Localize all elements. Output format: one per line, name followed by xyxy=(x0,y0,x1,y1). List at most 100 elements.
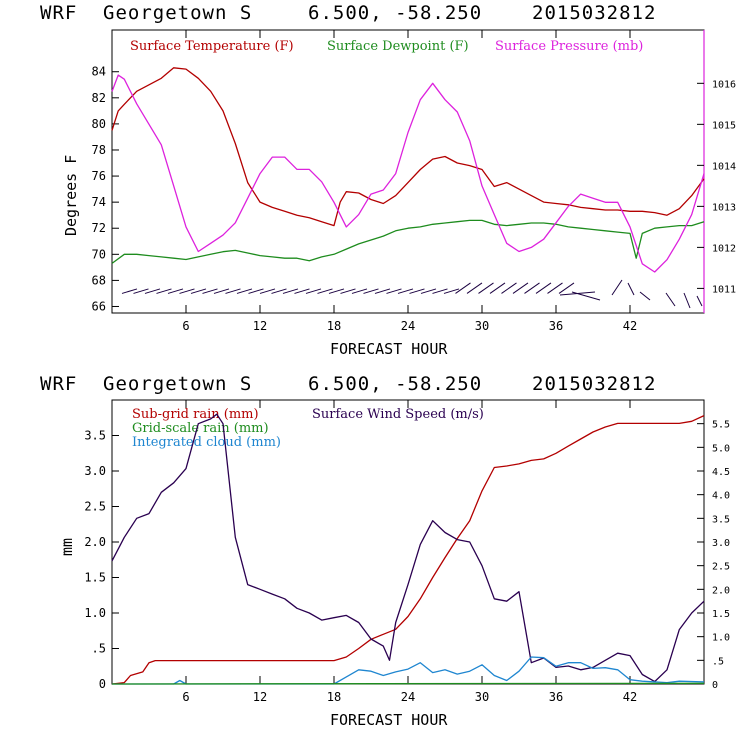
top-y2-tick-label-1011: 1011 xyxy=(712,284,736,295)
legend-surface-wind-speed: Surface Wind Speed (m/s) xyxy=(312,407,484,422)
bottom-y-tick-label-3.0: 3.0 xyxy=(84,464,106,478)
bottom-x-tick-label-30: 30 xyxy=(475,690,489,704)
legend-gridscale-rain: Grid-scale rain (mm) xyxy=(132,421,269,436)
bottom-header-station: Georgetown S xyxy=(103,373,252,395)
wind-barb xyxy=(639,291,651,301)
wind-barb xyxy=(466,282,483,294)
top-y-tick-label-78: 78 xyxy=(92,143,106,157)
top-y-tick-label-72: 72 xyxy=(92,221,106,235)
wind-barb xyxy=(489,282,506,294)
bottom-x-tick-label-42: 42 xyxy=(623,690,637,704)
legend-surface-dewpoint: Surface Dewpoint (F) xyxy=(327,39,469,54)
wind-barb xyxy=(179,288,195,294)
bottom-y2-tick-label-1.0: 1.0 xyxy=(712,633,730,644)
top-y-tick-label-66: 66 xyxy=(92,299,106,313)
top-y2-tick-label-1014: 1014 xyxy=(712,161,736,172)
wind-barb xyxy=(305,288,322,294)
bottom-x-tick-label-36: 36 xyxy=(549,690,563,704)
bottom-x-tick-label-12: 12 xyxy=(253,690,267,704)
wind-barb xyxy=(420,288,437,294)
wind-barb xyxy=(501,282,517,294)
wind-barb xyxy=(665,292,676,307)
wind-barb xyxy=(225,288,241,294)
wind-barb xyxy=(363,288,379,294)
wind-barb xyxy=(547,282,563,294)
wind-barb xyxy=(558,282,575,294)
bottom-series-grid-scale-rain-mm xyxy=(111,682,705,685)
top-y-tick-label-76: 76 xyxy=(92,169,106,183)
top-y2-tick-label-1013: 1013 xyxy=(712,202,736,213)
bottom-series-lines xyxy=(111,413,705,685)
bottom-y2-tick-label-3.0: 3.0 xyxy=(712,538,730,549)
top-series-surface-temperature-f xyxy=(111,67,705,227)
bottom-y2-tick-label-.5: .5 xyxy=(712,656,724,667)
wind-barb xyxy=(409,288,425,294)
top-y-tick-label-82: 82 xyxy=(92,91,106,105)
wind-barb xyxy=(259,288,276,294)
bottom-series-integrated-cloud-mm xyxy=(112,656,705,685)
wind-barb xyxy=(271,288,287,294)
legend-subgrid-rain: Sub-grid rain (mm) xyxy=(132,407,259,422)
wind-barb xyxy=(524,282,540,294)
top-y-tick-label-74: 74 xyxy=(92,195,106,209)
bottom-y-tick-label-3.5: 3.5 xyxy=(84,429,106,443)
legend-integrated-cloud: Integrated cloud (mm) xyxy=(132,435,281,450)
top-series-lines xyxy=(111,67,705,273)
legend-surface-temperature: Surface Temperature (F) xyxy=(130,39,294,54)
wind-barb xyxy=(386,288,402,294)
bottom-series-sub-grid-rain-mm xyxy=(111,415,705,685)
top-panel: WRF Georgetown S 6.500, -58.250 20150328… xyxy=(40,2,736,358)
top-x-axis-label: FORECAST HOUR xyxy=(330,340,448,358)
top-series-surface-dewpoint-f xyxy=(111,219,705,264)
top-header-coords: 6.500, -58.250 xyxy=(308,2,482,24)
top-header-station: Georgetown S xyxy=(103,2,252,24)
wind-barb xyxy=(282,288,299,294)
wind-barb xyxy=(455,282,471,294)
top-y-axis-label: Degrees F xyxy=(62,155,80,236)
wind-barb xyxy=(478,282,494,294)
wind-barb xyxy=(535,282,552,294)
bottom-series-surface-wind-speed-m-s xyxy=(111,413,705,683)
bottom-y2-tick-label-2.0: 2.0 xyxy=(712,585,730,596)
wind-barb xyxy=(294,288,310,294)
bottom-y2-tick-label-0: 0 xyxy=(712,680,718,691)
top-x-tick-label-24: 24 xyxy=(401,319,415,333)
wind-barb xyxy=(351,288,368,294)
legend-surface-pressure: Surface Pressure (mb) xyxy=(495,39,643,54)
bottom-y2-tick-label-1.5: 1.5 xyxy=(712,609,730,620)
top-y-tick-label-84: 84 xyxy=(92,65,106,79)
bottom-header-init: 2015032812 xyxy=(532,373,656,395)
bottom-y-tick-label-0: 0 xyxy=(99,677,106,691)
wind-barb xyxy=(213,288,230,294)
top-x-tick-label-18: 18 xyxy=(327,319,341,333)
wind-barb xyxy=(627,282,635,296)
bottom-header-model: WRF xyxy=(40,373,77,395)
bottom-x-tick-label-24: 24 xyxy=(401,690,415,704)
bottom-header-coords: 6.500, -58.250 xyxy=(308,373,482,395)
wind-barb xyxy=(696,295,703,307)
bottom-y-tick-label-1.5: 1.5 xyxy=(84,571,106,585)
top-header-init: 2015032812 xyxy=(532,2,656,24)
bottom-y-axis-label: mm xyxy=(58,538,76,556)
wind-barb xyxy=(236,288,253,294)
bottom-x-axis-label: FORECAST HOUR xyxy=(330,711,448,729)
wind-barb xyxy=(202,288,218,294)
wind-barb xyxy=(340,288,356,294)
bottom-y-tick-label-1.0: 1.0 xyxy=(84,606,106,620)
bottom-y2-tick-label-3.5: 3.5 xyxy=(712,514,730,525)
wind-barb xyxy=(432,288,448,294)
bottom-panel: WRF Georgetown S 6.500, -58.250 20150328… xyxy=(40,373,730,729)
wind-barb xyxy=(133,288,149,294)
top-series-surface-pressure-mb xyxy=(111,74,705,273)
wind-barb xyxy=(397,288,414,294)
wind-barb xyxy=(190,288,207,294)
bottom-axis-ticks: 6 12 18 24 30 36 42 0 .5 1.0 1.5 2.0 2.5 3.0 3.5 0 .5 1.0… xyxy=(84,400,730,704)
bottom-y-tick-label-2.0: 2.0 xyxy=(84,535,106,549)
bottom-y2-tick-label-4.0: 4.0 xyxy=(712,491,730,502)
top-x-tick-label-42: 42 xyxy=(623,319,637,333)
top-y-tick-label-70: 70 xyxy=(92,247,106,261)
top-header-model: WRF xyxy=(40,2,77,24)
top-y2-tick-label-1012: 1012 xyxy=(712,243,736,254)
bottom-y-tick-label-.5: .5 xyxy=(92,642,106,656)
